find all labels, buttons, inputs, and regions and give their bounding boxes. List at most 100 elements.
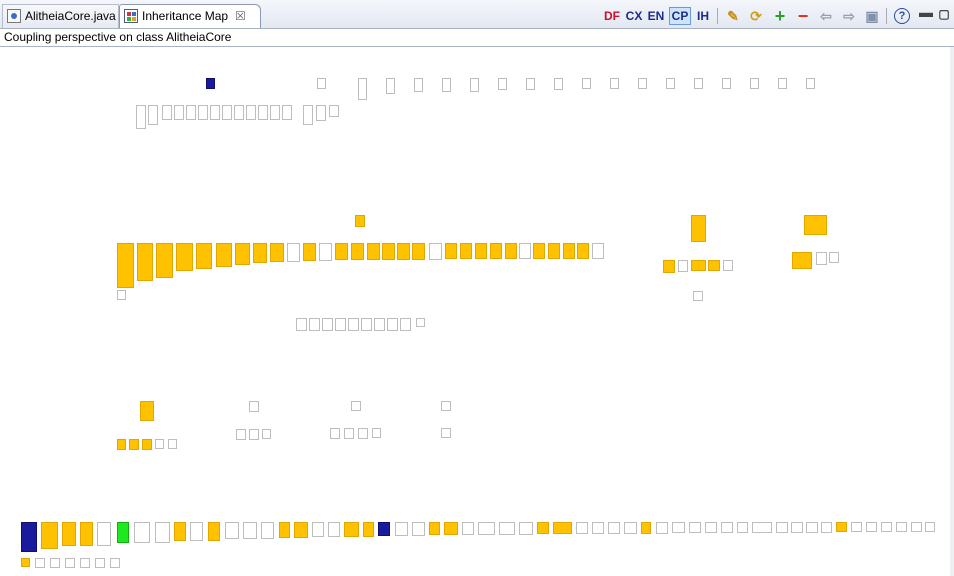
class-node-selected[interactable] xyxy=(206,78,215,89)
class-node[interactable] xyxy=(554,78,563,90)
class-node-coupled[interactable] xyxy=(429,522,440,535)
class-node[interactable] xyxy=(155,522,170,543)
class-node[interactable] xyxy=(328,522,340,537)
class-node[interactable] xyxy=(270,105,280,120)
class-node[interactable] xyxy=(705,522,717,533)
class-node[interactable] xyxy=(134,522,150,543)
class-node[interactable] xyxy=(65,558,75,568)
class-node[interactable] xyxy=(666,78,675,89)
class-node[interactable] xyxy=(222,105,232,120)
class-node[interactable] xyxy=(225,522,239,539)
class-node-coupled[interactable] xyxy=(176,243,193,271)
class-node-coupled[interactable] xyxy=(196,243,212,269)
zoom-out-icon[interactable]: − xyxy=(797,6,809,26)
class-node-coupled[interactable] xyxy=(537,522,549,534)
class-node[interactable] xyxy=(592,243,604,259)
class-node-coupled[interactable] xyxy=(21,558,30,567)
class-node[interactable] xyxy=(519,522,533,535)
class-node[interactable] xyxy=(750,78,759,89)
class-node[interactable] xyxy=(441,401,451,411)
class-node-coupled[interactable] xyxy=(445,243,457,259)
class-node[interactable] xyxy=(851,522,862,532)
class-node[interactable] xyxy=(778,78,787,89)
class-node[interactable] xyxy=(416,318,425,327)
class-node-coupled[interactable] xyxy=(363,522,374,537)
class-node[interactable] xyxy=(737,522,748,533)
class-node[interactable] xyxy=(287,243,300,262)
class-node[interactable] xyxy=(470,78,479,92)
class-node[interactable] xyxy=(526,78,535,90)
class-node-coupled[interactable] xyxy=(563,243,575,259)
class-node[interactable] xyxy=(442,78,451,92)
class-node[interactable] xyxy=(576,522,588,534)
class-node[interactable] xyxy=(136,105,146,129)
class-node-coupled[interactable] xyxy=(355,215,365,227)
class-node[interactable] xyxy=(866,522,877,532)
class-node-coupled[interactable] xyxy=(270,243,284,262)
class-node[interactable] xyxy=(249,429,259,440)
class-node-coupled[interactable] xyxy=(460,243,472,259)
class-node-coupled[interactable] xyxy=(117,243,134,288)
back-icon[interactable]: ⇦ xyxy=(820,8,832,24)
class-node[interactable] xyxy=(35,558,45,568)
class-node[interactable] xyxy=(282,105,292,120)
perspective-cp-button[interactable]: CP xyxy=(669,7,691,25)
class-node[interactable] xyxy=(386,78,395,94)
class-node-coupled[interactable] xyxy=(548,243,560,259)
class-node[interactable] xyxy=(624,522,637,534)
class-node-coupled[interactable] xyxy=(62,522,76,546)
class-node[interactable] xyxy=(303,105,313,125)
zoom-in-icon[interactable]: + xyxy=(774,6,786,26)
class-node[interactable] xyxy=(694,78,703,89)
class-node[interactable] xyxy=(374,318,385,331)
class-node[interactable] xyxy=(806,522,818,533)
class-node[interactable] xyxy=(186,105,196,120)
save-icon[interactable]: ▣ xyxy=(865,8,879,24)
class-node[interactable] xyxy=(243,522,257,539)
class-node[interactable] xyxy=(911,522,922,532)
tab-alitheiacore-java[interactable]: AlitheiaCore.java xyxy=(2,4,119,28)
class-node-coupled[interactable] xyxy=(335,243,348,260)
class-node[interactable] xyxy=(829,252,839,263)
class-node[interactable] xyxy=(361,318,372,331)
class-node[interactable] xyxy=(296,318,307,331)
class-node[interactable] xyxy=(234,105,244,120)
class-node-coupled[interactable] xyxy=(577,243,589,259)
class-node[interactable] xyxy=(821,522,832,533)
class-node[interactable] xyxy=(721,522,733,533)
class-node[interactable] xyxy=(400,318,411,331)
perspective-ih-button[interactable]: IH xyxy=(697,9,709,23)
class-node[interactable] xyxy=(723,260,733,271)
class-node-coupled[interactable] xyxy=(475,243,487,259)
class-node[interactable] xyxy=(395,522,408,536)
class-node-coupled[interactable] xyxy=(344,522,359,537)
class-node[interactable] xyxy=(309,318,320,331)
class-node[interactable] xyxy=(610,78,619,89)
class-node[interactable] xyxy=(117,290,126,300)
perspective-en-button[interactable]: EN xyxy=(647,9,665,23)
class-node[interactable] xyxy=(249,401,259,412)
class-node[interactable] xyxy=(348,318,359,331)
class-node-coupled[interactable] xyxy=(41,522,58,549)
class-node[interactable] xyxy=(412,522,425,536)
class-node[interactable] xyxy=(97,522,111,546)
class-node[interactable] xyxy=(110,558,120,568)
class-node[interactable] xyxy=(236,429,246,440)
forward-icon[interactable]: ⇨ xyxy=(843,8,855,24)
class-node-highlighted[interactable] xyxy=(117,522,129,543)
inheritance-map-canvas[interactable] xyxy=(0,47,954,576)
class-node[interactable] xyxy=(329,105,339,117)
class-node[interactable] xyxy=(80,558,90,568)
class-node-selected[interactable] xyxy=(378,522,390,536)
refresh-icon[interactable]: ⟳ xyxy=(750,8,762,24)
class-node[interactable] xyxy=(319,243,332,261)
class-node[interactable] xyxy=(50,558,60,568)
class-node[interactable] xyxy=(262,429,271,439)
class-node[interactable] xyxy=(776,522,788,533)
class-node-coupled[interactable] xyxy=(235,243,250,265)
class-node-coupled[interactable] xyxy=(140,401,154,421)
class-node-coupled[interactable] xyxy=(80,522,93,546)
class-node[interactable] xyxy=(816,252,827,265)
class-node[interactable] xyxy=(925,522,935,532)
perspective-df-button[interactable]: DF xyxy=(604,9,620,23)
